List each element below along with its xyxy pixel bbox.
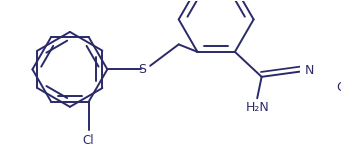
Text: N: N [305, 64, 314, 77]
Text: S: S [138, 63, 146, 76]
Text: OH: OH [337, 81, 341, 94]
Text: H₂N: H₂N [245, 101, 269, 114]
Text: Cl: Cl [83, 134, 94, 147]
